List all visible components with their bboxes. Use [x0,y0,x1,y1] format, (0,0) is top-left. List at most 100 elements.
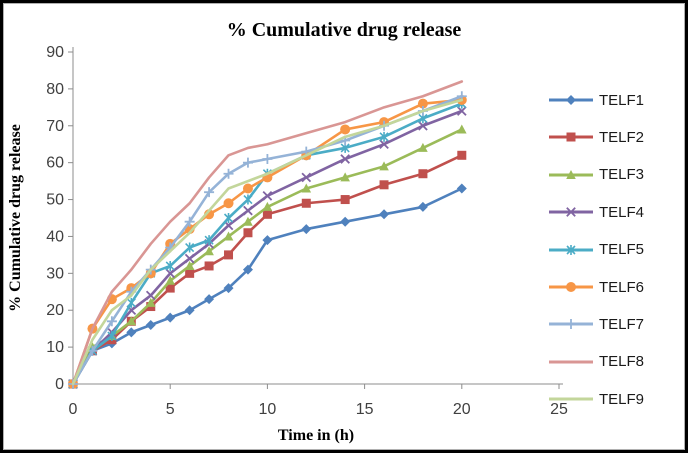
asterisk-marker [243,194,253,205]
plus-marker [262,153,273,164]
asterisk-marker [223,213,234,223]
x-tick-label: 10 [259,401,277,418]
square-marker [243,228,253,238]
triangle-marker [418,142,428,152]
series-line [71,94,464,386]
series-TELF8 [71,80,464,386]
plus-marker [242,157,253,168]
plus-marker [184,216,195,227]
x-tick-label: 20 [453,401,471,418]
circle-marker [340,124,351,135]
plus-marker [106,316,117,327]
square-marker [379,180,389,190]
circle-marker [223,198,234,209]
y-tick-label: 70 [46,118,64,135]
y-tick-label: 90 [46,44,64,61]
diamond-marker [223,283,234,294]
square-marker [340,195,350,205]
x-tick-label: 5 [166,401,175,418]
triangle-marker [223,231,234,241]
circle-marker [242,183,253,194]
series-line [71,128,464,386]
series-TELF4 [68,106,467,389]
series-line [71,102,464,386]
series-line [71,98,464,386]
y-axis-title: % Cumulative drug release [7,124,24,312]
plot-area: 0 10 20 30 40 50 60 70 80 90 0 5 10 15 20 25 [46,44,568,418]
y-tick-label: 80 [46,81,64,98]
y-tick-label: 40 [46,228,64,245]
series-line [71,153,464,386]
y-tick-label: 50 [46,192,64,209]
y-tick-label: 30 [46,265,64,282]
triangle-marker [243,216,253,226]
series-TELF7 [68,91,467,389]
plus-marker [223,168,234,179]
triangle-marker [165,275,175,285]
y-tick-label: 0 [55,376,64,393]
triangle-marker [204,246,214,256]
diamond-marker [262,235,273,246]
square-marker [301,198,311,208]
square-marker [165,283,175,293]
triangle-marker [126,316,137,326]
triangle-marker [340,172,350,182]
x-tick-label: 25 [550,401,568,418]
x-marker [243,205,253,216]
x-marker [340,154,350,164]
square-marker [418,169,428,179]
chart-title: % Cumulative drug release [226,19,462,41]
asterisk-marker [126,297,136,308]
triangle-marker [262,201,273,211]
x-marker [165,268,176,279]
diamond-marker [456,183,467,194]
y-tick-label: 20 [46,302,64,319]
y-tick-label: 60 [46,155,64,172]
plus-marker [204,187,215,198]
x-marker [145,290,156,301]
triangle-marker [379,161,389,171]
square-marker [204,261,214,271]
x-marker [379,139,389,150]
diamond-marker [126,327,137,338]
x-marker [184,253,195,264]
x-marker [418,120,428,131]
diamond-marker [242,264,253,275]
series-TELF3 [68,124,467,388]
x-marker [301,172,312,183]
square-marker [262,209,272,219]
asterisk-marker [107,331,117,342]
y-tick-label: 10 [46,339,64,356]
triangle-marker [145,297,156,307]
series-TELF9 [71,98,464,386]
diamond-marker [145,319,156,330]
plus-marker [87,345,98,356]
x-marker [262,191,273,201]
asterisk-marker [185,242,195,253]
x-tick-label: 15 [356,401,374,418]
diamond-marker [417,201,428,212]
diamond-marker [204,294,215,305]
triangle-marker [301,183,312,193]
triangle-marker [457,124,467,134]
diamond-marker [340,216,351,227]
series-line [71,109,464,386]
square-marker [185,268,195,278]
triangle-marker [184,260,195,270]
series-line [71,80,464,386]
series-line [71,98,464,386]
asterisk-marker [379,131,389,142]
square-marker [457,150,467,160]
diamond-marker [379,209,390,220]
x-axis-title: Time in (h) [277,427,355,444]
asterisk-marker [165,260,175,271]
asterisk-marker [204,235,214,246]
x-marker [456,106,467,116]
square-marker [224,250,234,260]
x-tick-label: 0 [69,401,78,418]
series-line [71,187,464,386]
series-TELF2 [68,150,467,389]
diamond-marker [165,312,176,323]
diamond-marker [184,305,195,316]
